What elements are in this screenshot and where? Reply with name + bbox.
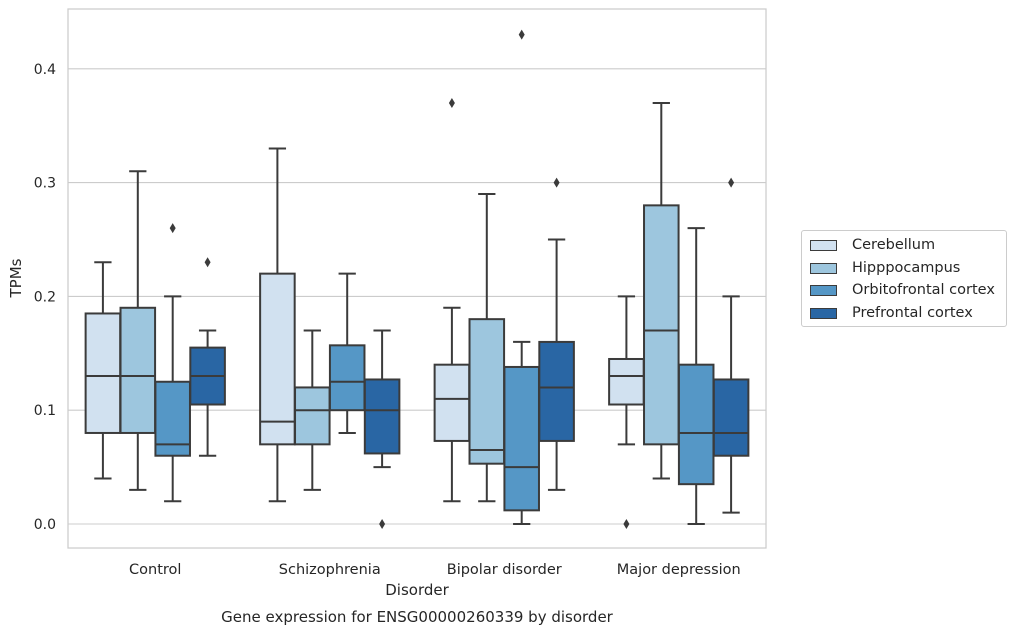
x-axis-label: Disorder [385,581,449,599]
box-body [259,272,296,446]
legend-label: Prefrontal cortex [852,305,973,321]
plot-frame [67,8,767,549]
x-tick-label: Schizophrenia [279,562,381,578]
box-prefrontal-cortex [538,177,575,491]
box-orbitofrontal-cortex [677,227,715,525]
box-cerebellum [608,295,645,529]
legend-item: Orbitofrontal cortex [810,280,995,300]
box-body [328,344,366,412]
box-prefrontal-cortex [363,329,401,529]
y-tick-label: 0.3 [34,176,56,192]
outlier-point [169,223,176,234]
box-body [84,312,122,434]
x-tick-label: Control [129,562,181,578]
box-hipppocampus [643,101,680,480]
box-prefrontal-cortex [189,257,226,457]
box-body [538,340,575,442]
box-body [433,363,471,442]
outlier-point [448,97,455,108]
box-body [712,378,750,457]
box-body [363,378,401,455]
legend-item: Hipppocampus [810,258,960,278]
box-body [294,386,331,446]
outlier-point [728,177,735,188]
box-hipppocampus [468,192,506,503]
box-body [643,204,680,446]
outlier-point [204,257,211,268]
y-tick-label: 0.0 [34,517,56,533]
box-body [119,306,157,434]
legend-swatch [810,307,837,319]
box-cerebellum [259,147,296,503]
x-tick-label: Major depression [617,562,741,578]
y-axis-label: TPMs [7,258,25,298]
tick-labels: 0.0 0.1 0.2 0.3 0.4 Control Schizophrenia Bipol… [34,62,741,578]
box-orbitofrontal-cortex [503,29,540,525]
y-tick-label: 0.4 [34,62,56,78]
legend-swatch [810,239,837,251]
box-body [677,363,715,486]
legend-label: Cerebellum [852,237,936,253]
outlier-point [518,29,525,40]
box-orbitofrontal-cortex [328,272,366,434]
box-body [608,357,645,406]
box-hipppocampus [294,329,331,491]
legend: Cerebellum Hipppocampus Orbitofrontal co… [801,230,1007,327]
legend-item: Cerebellum [810,235,935,255]
box-cerebellum [433,97,471,503]
legend-item: Prefrontal cortex [810,303,973,323]
box-prefrontal-cortex [712,177,750,514]
box-cerebellum [84,261,122,480]
box-orbitofrontal-cortex [154,223,191,503]
box-hipppocampus [119,170,157,491]
box-body [503,365,540,512]
legend-label: Hipppocampus [852,260,961,276]
legend-swatch [810,284,837,296]
outlier-point [379,519,386,529]
legend-label: Orbitofrontal cortex [852,282,995,298]
legend-swatch [810,262,837,274]
x-tick-label: Bipolar disorder [447,562,562,578]
y-tick-label: 0.1 [34,403,56,419]
box-body [468,318,506,465]
outlier-point [553,177,560,188]
outlier-point [623,519,630,529]
boxes-layer [84,29,750,529]
y-tick-label: 0.2 [34,289,56,305]
chart-title: Gene expression for ENSG00000260339 by d… [221,608,614,626]
